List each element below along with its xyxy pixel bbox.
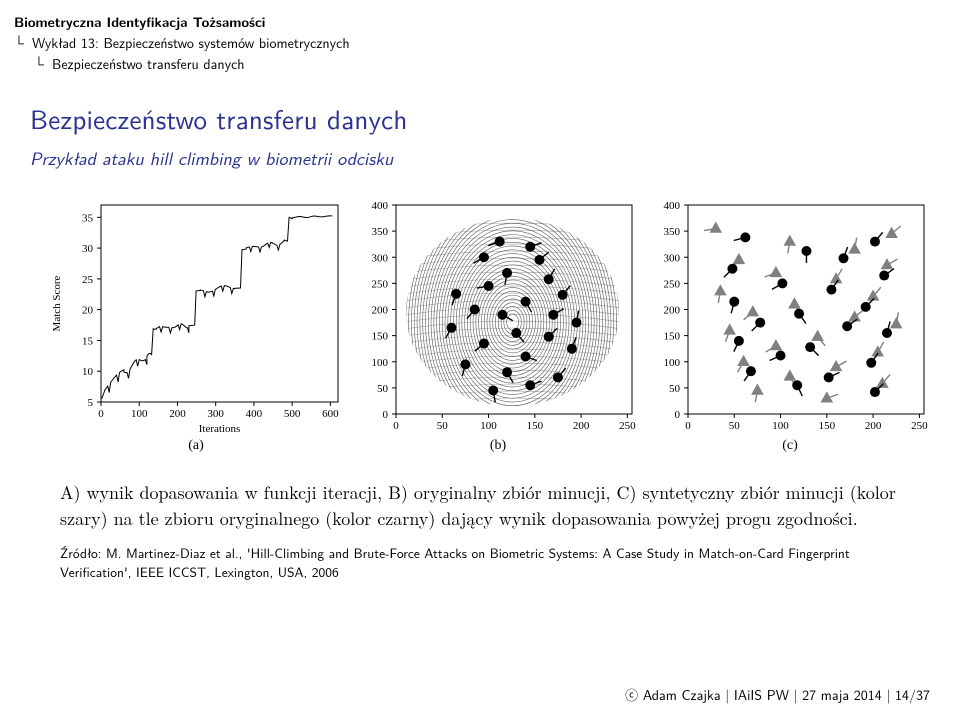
svg-text:400: 400	[372, 200, 389, 212]
slide-title: Bezpieczeństwo transferu danych	[30, 99, 960, 138]
svg-text:0: 0	[383, 409, 389, 421]
svg-text:100: 100	[664, 357, 681, 369]
chart-c-svg: 0 50 100 150 200 250 0 50 100 150 200 250 300 350 400	[650, 199, 930, 434]
breadcrumb-level-1-text: Wykład 13: Bezpieczeństwo systemów biome…	[32, 33, 350, 53]
svg-text:400: 400	[246, 408, 263, 420]
svg-text:30: 30	[82, 243, 94, 255]
breadcrumb-level-0: Biometryczna Identyfikacja Tożsamości	[0, 0, 960, 33]
svg-text:250: 250	[664, 278, 681, 290]
svg-text:200: 200	[372, 305, 389, 317]
title-block: Bezpieczeństwo transferu danych Przykład…	[0, 81, 960, 171]
svg-text:15: 15	[82, 335, 94, 347]
svg-text:50: 50	[437, 420, 449, 432]
figure-b: 050100150200250050100150200250300350400 …	[358, 199, 638, 454]
svg-text:10: 10	[82, 366, 94, 378]
fig-label-c: (c)	[782, 438, 798, 454]
svg-text:20: 20	[82, 305, 94, 317]
svg-text:300: 300	[372, 252, 389, 264]
copyright-icon: ⓒ	[625, 686, 638, 705]
svg-text:35: 35	[82, 212, 94, 224]
svg-text:200: 200	[865, 420, 882, 432]
svg-text:150: 150	[664, 331, 681, 343]
svg-text:200: 200	[169, 408, 186, 420]
svg-text:0: 0	[685, 420, 691, 432]
chart-b-svg: 0 50 100 150 200 250 0 50 100 150 200 250 300 350 400	[358, 199, 638, 434]
svg-text:400: 400	[664, 200, 681, 212]
breadcrumb-level-2-text: Bezpieczeństwo transferu danych	[52, 54, 245, 74]
figure-a: 0 100 200 300 400 500 600 5 10 15 20 25 30 35 Iteratio…	[46, 199, 346, 454]
svg-text:Iterations: Iterations	[199, 423, 241, 434]
svg-text:600: 600	[322, 408, 339, 420]
figure-caption: A) wynik dopasowania w funkcji iteracji,…	[0, 454, 960, 532]
svg-text:100: 100	[772, 420, 789, 432]
svg-text:250: 250	[372, 278, 389, 290]
figure-c: 050100150200250050100150200250300350400 …	[650, 199, 930, 454]
svg-text:300: 300	[664, 252, 681, 264]
svg-text:500: 500	[284, 408, 301, 420]
svg-text:350: 350	[372, 226, 389, 238]
svg-text:50: 50	[669, 383, 681, 395]
svg-text:250: 250	[911, 420, 928, 432]
svg-text:100: 100	[131, 408, 148, 420]
svg-text:Match Score: Match Score	[51, 275, 63, 331]
slide-subtitle: Przykład ataku hill climbing w biometrii…	[30, 144, 960, 171]
breadcrumb-level-1: └Wykład 13: Bezpieczeństwo systemów biom…	[0, 33, 960, 54]
svg-text:150: 150	[372, 331, 389, 343]
fig-label-a: (a)	[188, 438, 204, 454]
slide-footer: ⓒ Adam Czajka | IAiIS PW | 27 maja 2014 …	[625, 685, 930, 705]
fig-label-b: (b)	[490, 438, 506, 454]
svg-text:150: 150	[819, 420, 836, 432]
svg-text:0: 0	[98, 408, 104, 420]
svg-text:5: 5	[88, 397, 94, 409]
svg-text:200: 200	[664, 305, 681, 317]
footer-text: Adam Czajka | IAiIS PW | 27 maja 2014 | …	[643, 685, 930, 705]
svg-text:50: 50	[377, 383, 389, 395]
svg-text:350: 350	[664, 226, 681, 238]
svg-text:100: 100	[480, 420, 497, 432]
svg-text:300: 300	[207, 408, 224, 420]
svg-text:0: 0	[675, 409, 681, 421]
svg-text:200: 200	[573, 420, 590, 432]
svg-text:25: 25	[82, 274, 94, 286]
svg-text:150: 150	[527, 420, 544, 432]
breadcrumb-level-2: └Bezpieczeństwo transferu danych	[0, 54, 960, 81]
citation: Źródło: M. Martinez-Diaz et al., 'Hill-C…	[0, 532, 960, 582]
figure-row: 01002003004005006005101520253035Iteratio…	[0, 171, 960, 454]
chart-a-svg: 0 100 200 300 400 500 600 5 10 15 20 25 30 35 Iteratio…	[46, 199, 346, 434]
svg-text:250: 250	[619, 420, 636, 432]
svg-text:0: 0	[393, 420, 399, 432]
svg-text:50: 50	[729, 420, 741, 432]
svg-text:100: 100	[372, 357, 389, 369]
